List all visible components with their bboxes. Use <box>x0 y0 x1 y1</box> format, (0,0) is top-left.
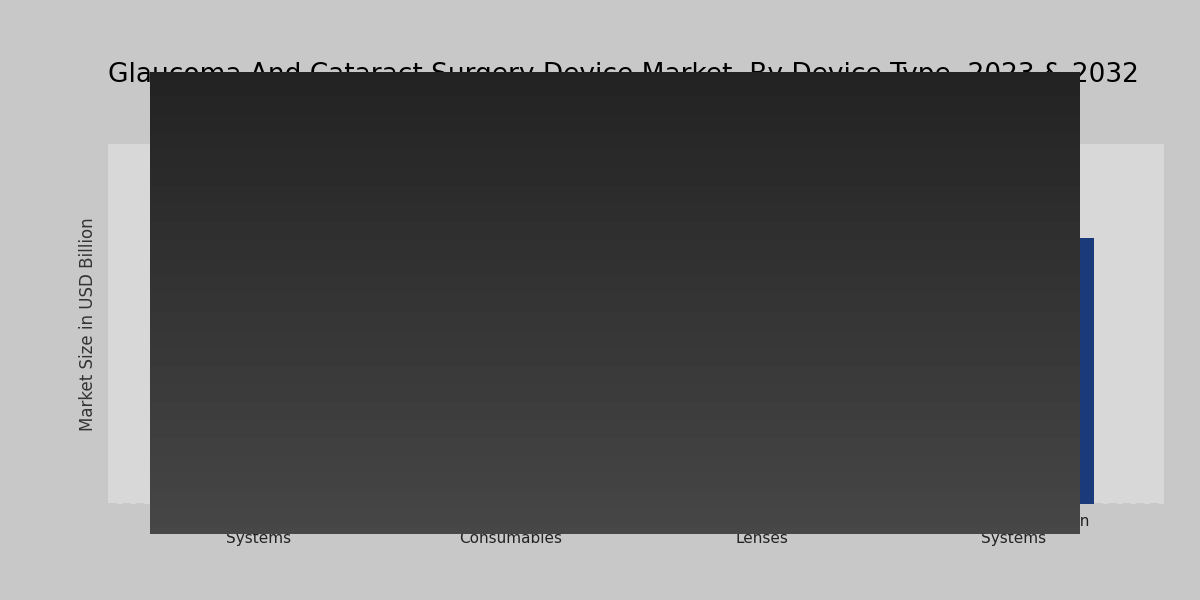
Bar <box>762 252 842 504</box>
Bar <box>682 349 762 504</box>
Bar <box>179 325 259 504</box>
Text: 12.43: 12.43 <box>173 307 222 322</box>
Legend: 2023, 2032: 2023, 2032 <box>598 74 780 92</box>
Bar <box>510 446 590 504</box>
Bar <box>430 464 510 504</box>
Bar <box>932 353 1013 504</box>
Bar <box>259 216 340 504</box>
Bar <box>1013 238 1093 504</box>
Y-axis label: Market Size in USD Billion: Market Size in USD Billion <box>79 217 97 431</box>
Text: Glaucoma And Cataract Surgery Device Market, By Device Type, 2023 & 2032: Glaucoma And Cataract Surgery Device Mar… <box>108 61 1139 88</box>
